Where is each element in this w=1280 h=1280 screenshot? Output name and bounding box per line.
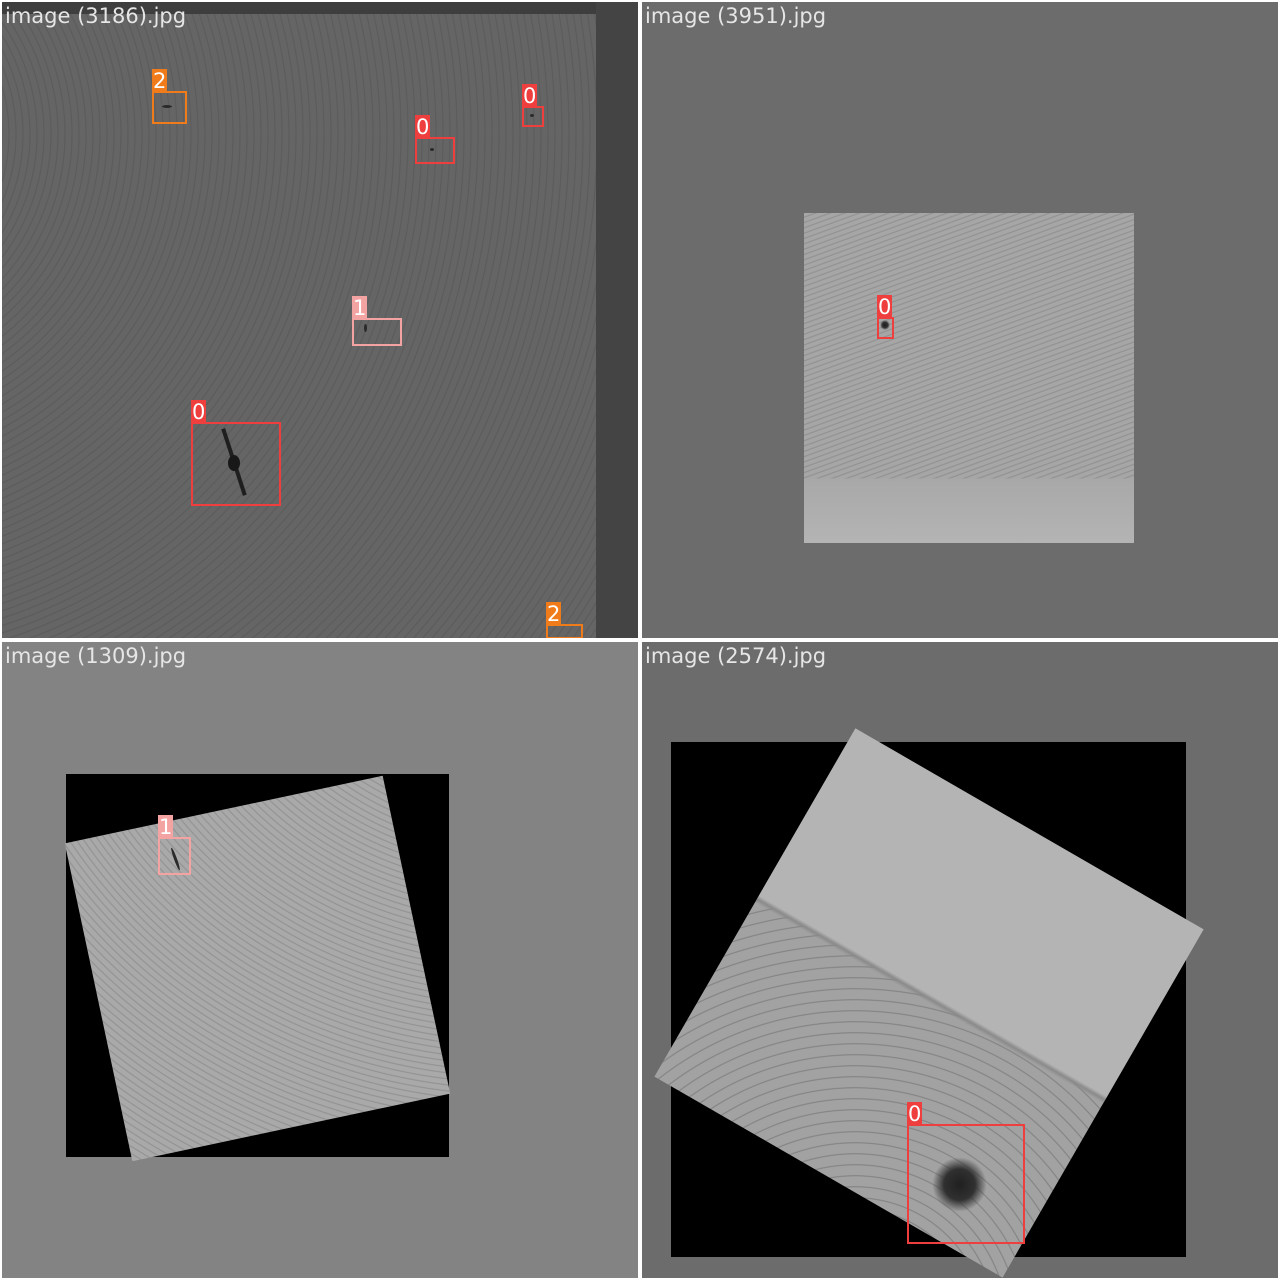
- sample-image: [804, 213, 1134, 543]
- defect-mark: [530, 114, 534, 117]
- defect-mark: [364, 324, 367, 332]
- defect-mark: [220, 427, 250, 497]
- class-label: 2: [152, 69, 168, 93]
- class-label: 1: [352, 296, 368, 320]
- image-filename: image (2574).jpg: [645, 644, 827, 668]
- class-label: 2: [546, 602, 562, 626]
- image-filename: image (3951).jpg: [645, 4, 827, 28]
- bounding-box: [191, 422, 281, 506]
- bounding-box: [158, 837, 191, 875]
- image-border: [596, 2, 638, 638]
- image-border: [2, 2, 596, 14]
- defect-mark: [162, 105, 172, 108]
- class-label: 0: [522, 84, 538, 108]
- image-tile: 0 image (3951).jpg: [642, 2, 1278, 638]
- bounding-box: [152, 91, 187, 124]
- defect-mark: [932, 1157, 987, 1212]
- bounding-box: [352, 318, 402, 346]
- bounding-box: [907, 1124, 1025, 1244]
- bounding-box: [522, 106, 544, 127]
- image-tile: 2 0 0 1 0 2 image (3186).jpg: [2, 2, 638, 638]
- class-label: 0: [907, 1102, 923, 1126]
- defect-mark: [430, 148, 434, 151]
- class-label: 0: [415, 115, 431, 139]
- bounding-box: [415, 137, 455, 164]
- image-tile: 1 image (1309).jpg: [2, 642, 638, 1278]
- image-filename: image (1309).jpg: [5, 644, 187, 668]
- bounding-box: [546, 624, 583, 638]
- class-label: 0: [191, 400, 207, 424]
- sample-image: [64, 775, 451, 1162]
- defect-mark: [880, 320, 890, 330]
- image-tile: 0 image (2574).jpg: [642, 642, 1278, 1278]
- class-label: 0: [877, 295, 893, 319]
- class-label: 1: [158, 815, 174, 839]
- sample-image: [2, 14, 596, 638]
- image-filename: image (3186).jpg: [5, 4, 187, 28]
- bounding-box: [877, 317, 894, 339]
